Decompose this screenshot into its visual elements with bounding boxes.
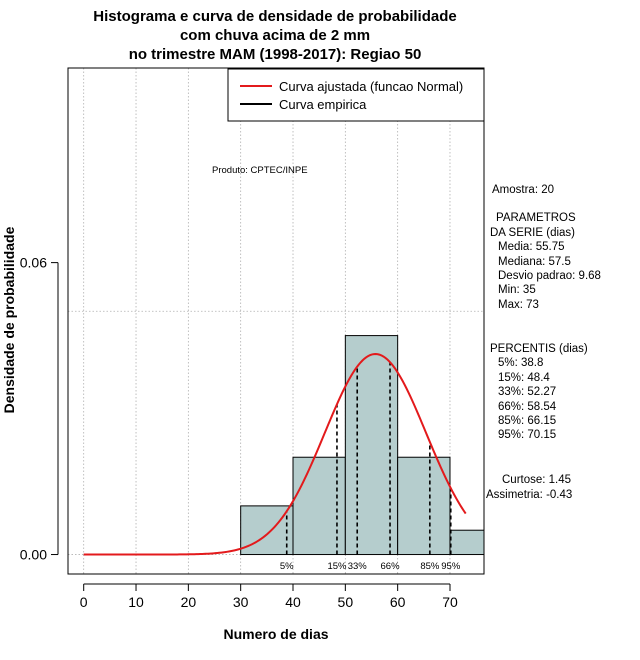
percentile-label: 85% bbox=[420, 561, 440, 572]
percentis-title: PERCENTIS (dias) bbox=[490, 343, 588, 355]
normal-curve-layer bbox=[83, 353, 467, 556]
product-annotation: Produto: CPTEC/INPE bbox=[212, 165, 308, 176]
percentile-label: 95% bbox=[441, 561, 461, 572]
plot-frame bbox=[67, 67, 485, 575]
curtose: Curtose: 1.45 bbox=[502, 474, 571, 486]
param-min: Min: 35 bbox=[498, 284, 536, 296]
side-panel: Amostra: 20 PARAMETROS DA SERIE (dias) M… bbox=[486, 184, 601, 501]
x-tick-label: 70 bbox=[442, 594, 458, 610]
params-title-1: PARAMETROS bbox=[496, 212, 576, 224]
x-tick-label: 60 bbox=[390, 594, 406, 610]
legend-box bbox=[227, 68, 485, 122]
x-tick-label: 20 bbox=[181, 594, 197, 610]
percentile-labels: 5% 15% 33% 66% 85% 95% bbox=[280, 561, 461, 572]
histogram-bar bbox=[397, 456, 451, 556]
x-tick-label: 40 bbox=[285, 594, 301, 610]
x-tick-label: 30 bbox=[233, 594, 249, 610]
legend-label-empirical: Curva empirica bbox=[279, 97, 367, 112]
chart-title-line-2: com chuva acima de 2 mm bbox=[180, 27, 370, 44]
normal-curve bbox=[83, 353, 467, 556]
param-media: Media: 55.75 bbox=[498, 241, 565, 253]
percentil-95: 95%: 70.15 bbox=[498, 429, 556, 441]
percentile-lines bbox=[285, 362, 452, 555]
percentil-85: 85%: 66.15 bbox=[498, 415, 556, 427]
percentile-label: 5% bbox=[280, 561, 294, 572]
histogram-bars bbox=[240, 335, 485, 556]
percentile-label: 15% bbox=[327, 561, 347, 572]
chart-title-line-3: no trimestre MAM (1998-2017): Regiao 50 bbox=[129, 46, 422, 63]
x-tick-label: 50 bbox=[338, 594, 354, 610]
percentile-label: 33% bbox=[348, 561, 368, 572]
legend: Curva ajustada (funcao Normal) Curva emp… bbox=[227, 68, 485, 122]
histogram-bar bbox=[449, 529, 485, 556]
x-tick-label: 10 bbox=[128, 594, 144, 610]
params-title-2: DA SERIE (dias) bbox=[490, 227, 575, 239]
percentil-66: 66%: 58.54 bbox=[498, 401, 557, 413]
y-tick-label: 0.00 bbox=[20, 547, 47, 563]
percentile-label: 66% bbox=[381, 561, 401, 572]
histogram-bar bbox=[344, 335, 399, 556]
param-desvio: Desvio padrao: 9.68 bbox=[498, 270, 601, 282]
x-tick-label: 0 bbox=[80, 594, 88, 610]
percentil-15: 15%: 48.4 bbox=[498, 372, 550, 384]
y-tick-label: 0.06 bbox=[20, 255, 47, 271]
percentil-5: 5%: 38.8 bbox=[498, 357, 543, 369]
y-axis-title: Densidade de probabilidade bbox=[1, 226, 17, 413]
percentil-33: 33%: 52.27 bbox=[498, 386, 556, 398]
chart-title-line-1: Histograma e curva de densidade de proba… bbox=[93, 8, 456, 25]
assimetria: Assimetria: -0.43 bbox=[486, 489, 572, 501]
sample-size: Amostra: 20 bbox=[492, 184, 554, 196]
param-mediana: Mediana: 57.5 bbox=[498, 256, 571, 268]
axes: 0 10 20 30 40 50 60 70 0.00 0.06 bbox=[20, 255, 458, 610]
x-axis-title: Numero de dias bbox=[223, 626, 328, 642]
legend-label-normal: Curva ajustada (funcao Normal) bbox=[279, 79, 463, 94]
param-max: Max: 73 bbox=[498, 299, 539, 311]
